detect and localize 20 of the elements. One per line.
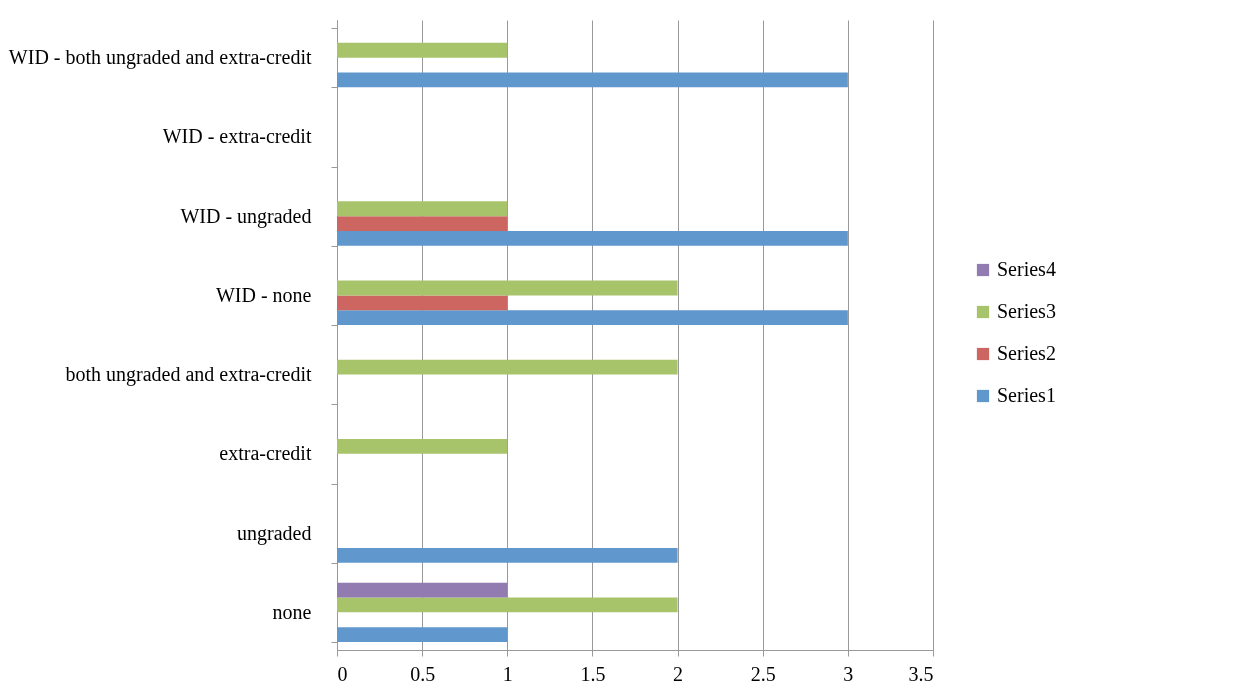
y-tick-label: none xyxy=(272,600,312,623)
legend-label: Series4 xyxy=(997,258,1056,280)
legend-label: Series2 xyxy=(997,342,1056,364)
x-tick-label: 1.5 xyxy=(580,662,606,685)
x-tick-label: 1 xyxy=(502,662,513,685)
x-tick-label: 3.5 xyxy=(908,662,934,685)
legend-label: Series1 xyxy=(997,384,1056,406)
x-tick-label: 0 xyxy=(337,662,348,685)
y-tick-label: extra-credit xyxy=(219,442,312,465)
x-tick-label: 0.5 xyxy=(410,662,436,685)
y-tick-label: WID - both ungraded and extra-credit xyxy=(8,46,312,70)
y-tick-label: WID - ungraded xyxy=(180,204,312,228)
y-tick-label: WID - none xyxy=(215,283,312,306)
legend-label: Series3 xyxy=(997,300,1056,322)
x-tick-label: 2 xyxy=(673,662,684,685)
y-tick-label: ungraded xyxy=(237,521,312,545)
x-tick-label: 3 xyxy=(843,662,854,685)
y-tick-label: both ungraded and extra-credit xyxy=(65,363,312,387)
y-tick-label: WID - extra-credit xyxy=(162,125,312,148)
x-tick-label: 2.5 xyxy=(750,662,776,685)
